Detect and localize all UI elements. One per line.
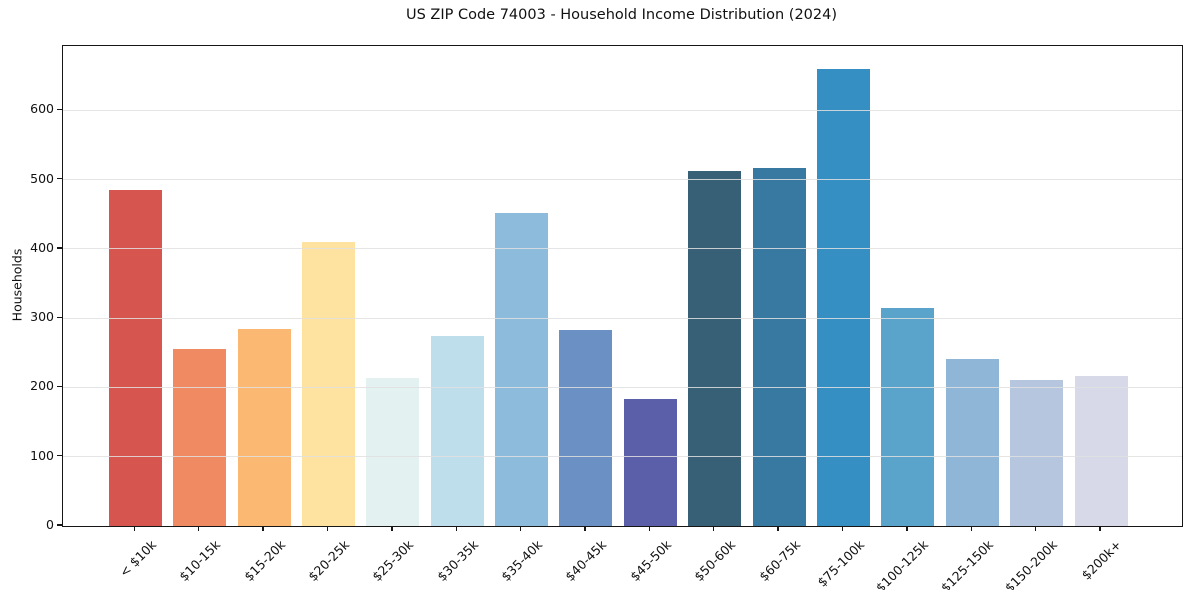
- x-tick-label-text: $35-40k: [498, 537, 546, 585]
- x-tick-label-text: $25-30k: [369, 537, 417, 585]
- x-tick-label-text: $15-20k: [240, 537, 288, 585]
- bar-$50-60k: [688, 170, 742, 526]
- bar-$125-150k: [945, 359, 999, 526]
- bar-$150-200k: [1010, 379, 1064, 526]
- x-tick-mark-$30-35k: [455, 526, 457, 531]
- x-tick-label-text: $60-75k: [755, 537, 803, 585]
- gridline-400: [63, 248, 1182, 250]
- x-tick-label-text: $75-100k: [814, 537, 868, 590]
- x-tick-label-text: $30-35k: [433, 537, 481, 585]
- bar-$30-35k: [430, 335, 484, 526]
- x-tick-mark-$100-125k: [906, 526, 908, 531]
- x-tick-mark-$60-75k: [777, 526, 779, 531]
- gridline-500: [63, 179, 1182, 181]
- y-tick-label-300: 300: [30, 309, 54, 325]
- bar-$200k+: [1074, 376, 1128, 526]
- x-tick-label-text: $50-60k: [691, 537, 739, 585]
- x-tick-label-text: $150-200k: [1001, 537, 1061, 590]
- x-tick-mark-$40-45k: [584, 526, 586, 531]
- bar-$20-25k: [301, 242, 355, 526]
- bar-$100-125k: [881, 307, 935, 526]
- bar-$75-100k: [816, 68, 870, 526]
- x-tick-mark-< $10k: [133, 526, 135, 531]
- x-tick-mark-$20-25k: [326, 526, 329, 531]
- x-tick-mark-$125-150k: [970, 526, 972, 531]
- y-tick-mark-100: [57, 455, 62, 457]
- x-tick-mark-$45-50k: [648, 526, 651, 531]
- y-tick-mark-600: [57, 108, 62, 111]
- bar-$45-50k: [623, 398, 677, 526]
- bar-$60-75k: [752, 167, 806, 526]
- x-tick-label-text: $100-125k: [873, 537, 932, 590]
- chart-title: US ZIP Code 74003 - Household Income Dis…: [405, 7, 838, 23]
- y-tick-mark-500: [57, 177, 62, 180]
- x-tick-label-text: $40-45k: [562, 537, 610, 585]
- y-tick-label-400: 400: [30, 239, 54, 255]
- bar-$15-20k: [237, 328, 291, 526]
- x-tick-label-text: $45-50k: [626, 537, 674, 585]
- y-tick-label-500: 500: [30, 170, 54, 186]
- gridline-200: [63, 386, 1182, 388]
- bar-$25-30k: [366, 377, 420, 526]
- x-tick-label-text: < $10k: [116, 537, 159, 580]
- y-tick-mark-400: [57, 247, 62, 249]
- x-tick-mark-$50-60k: [713, 526, 715, 531]
- y-tick-mark-300: [57, 316, 62, 318]
- gridline-300: [63, 317, 1182, 319]
- x-tick-label-text: $20-25k: [305, 537, 353, 585]
- bar-$10-15k: [173, 349, 227, 526]
- x-tick-label-text: $200k+: [1078, 537, 1125, 583]
- y-tick-label-600: 600: [30, 101, 54, 117]
- bar-$40-45k: [559, 329, 613, 526]
- x-tick-label-text: $125-150k: [937, 537, 996, 590]
- bar-$35-40k: [495, 212, 549, 526]
- x-tick-mark-$15-20k: [262, 526, 264, 531]
- x-tick-mark-$75-100k: [841, 526, 844, 531]
- x-tick-mark-$200k+: [1099, 526, 1101, 531]
- plot-area: [62, 45, 1183, 527]
- y-tick-mark-0: [57, 524, 62, 526]
- gridline-600: [63, 109, 1182, 111]
- x-tick-mark-$35-40k: [519, 526, 522, 531]
- x-tick-label-text: $10-15k: [176, 537, 224, 585]
- y-tick-label-200: 200: [30, 378, 54, 394]
- y-tick-label-0: 0: [46, 517, 54, 532]
- x-tick-mark-$150-200k: [1034, 526, 1037, 531]
- x-tick-mark-$25-30k: [391, 526, 393, 531]
- gridline-100: [63, 456, 1182, 458]
- x-tick-mark-$10-15k: [197, 526, 200, 531]
- y-tick-mark-200: [57, 385, 62, 388]
- y-tick-label-100: 100: [30, 447, 54, 463]
- bar-< $10k: [108, 190, 162, 526]
